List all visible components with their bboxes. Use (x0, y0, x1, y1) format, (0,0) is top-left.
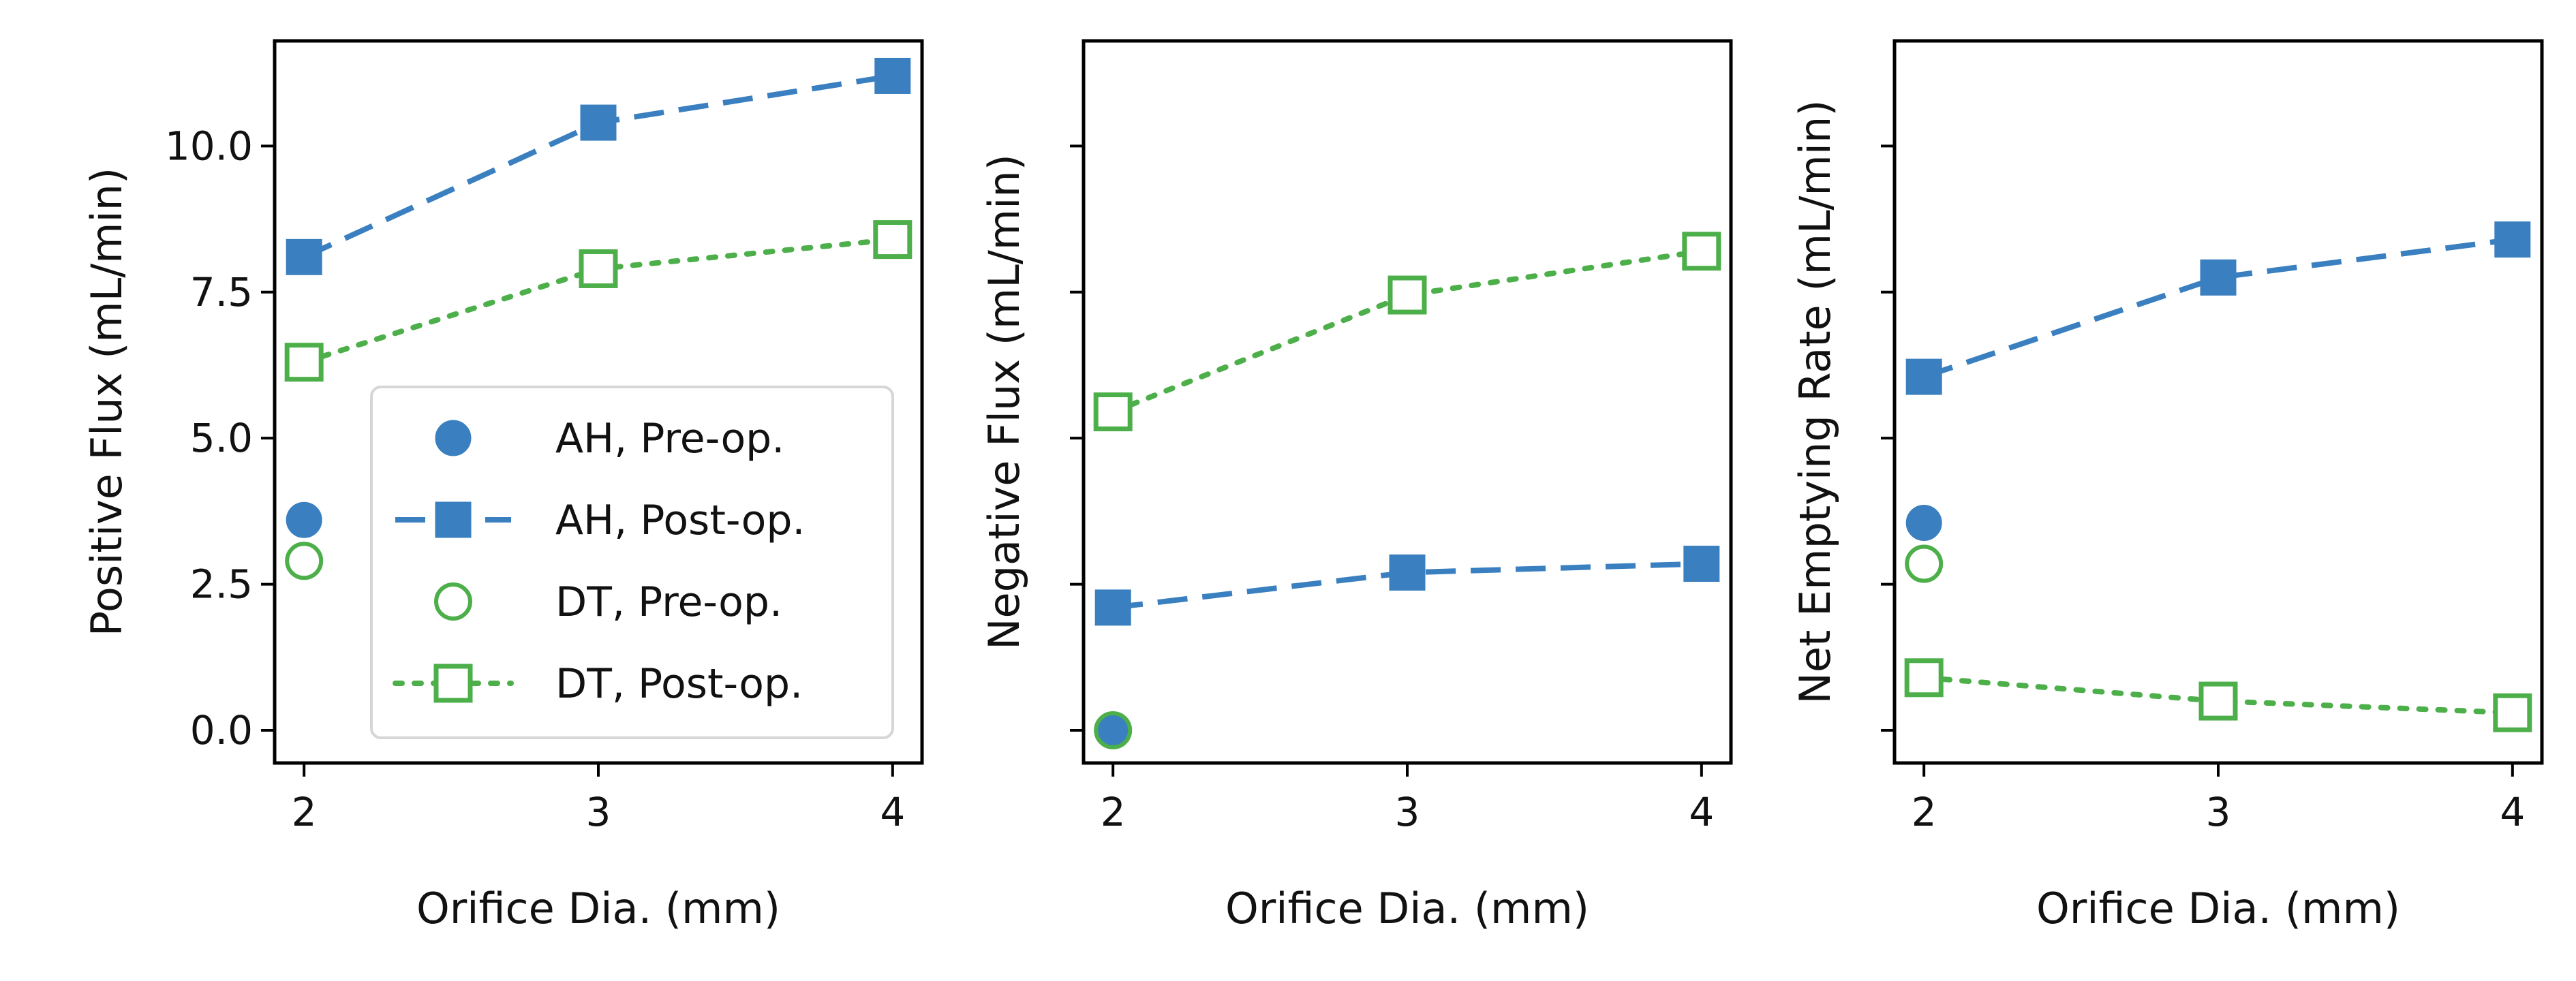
data-point (2493, 693, 2532, 732)
legend-label: DT, Pre-op. (555, 578, 782, 626)
plot-frame (273, 39, 924, 765)
x-axis-label: Orifice Dia. (mm) (1225, 884, 1589, 933)
chart-panel-2: 2 3 4 Orifice Dia. (mm) Negative Flux (mL/mi… (979, 39, 1733, 933)
series-line (303, 73, 893, 260)
legend-label: AH, Post-op. (555, 497, 805, 544)
data-point (2494, 221, 2531, 258)
data-point (1093, 392, 1133, 432)
data-point (2198, 681, 2238, 721)
data-point (874, 57, 911, 94)
x-tick-label: 2 (1101, 789, 1126, 835)
chart-panel-1: 2 3 4 0.0 2.5 5.0 7.5 10.0 Orifice Dia. (mm) Posi… (82, 39, 924, 933)
plot-frame (1082, 39, 1733, 765)
x-tick-label: 3 (2206, 789, 2231, 835)
data-point (1905, 358, 1942, 395)
legend-entry: DT, Post-op. (393, 660, 803, 708)
legend-label: DT, Post-op. (555, 660, 803, 708)
series-ah-pre-op- (1905, 505, 1942, 542)
data-point (1905, 505, 1942, 542)
data-point (286, 501, 322, 538)
series-dt-post-op- (1904, 658, 2532, 732)
data-point (1094, 589, 1131, 626)
data-point (873, 220, 913, 260)
legend: AH, Pre-op. AH, Post-op. DT, Pre-op. DT, Po… (370, 386, 894, 739)
legend-marker (433, 664, 473, 703)
data-point (580, 104, 617, 141)
x-tick-label: 4 (880, 789, 905, 835)
series-dt-pre-op- (1905, 544, 1944, 583)
legend-marker (435, 501, 472, 538)
y-tick-label: 2.5 (190, 561, 253, 608)
series-dt-pre-op- (285, 542, 324, 580)
y-axis-label: Negative Flux (mL/min) (979, 154, 1029, 650)
legend-entry: AH, Pre-op. (435, 415, 784, 463)
series-dt-post-op- (284, 220, 913, 382)
series-ah-post-op- (286, 57, 911, 275)
legend-entry: AH, Post-op. (395, 497, 805, 544)
y-tick-label: 7.5 (190, 269, 253, 315)
x-tick-label: 3 (1395, 789, 1420, 835)
series-dt-post-op- (1093, 232, 1721, 432)
x-axis-label: Orifice Dia. (mm) (2036, 884, 2400, 933)
y-tick-label: 10.0 (165, 123, 253, 169)
data-point (579, 249, 618, 288)
data-point (1683, 546, 1720, 582)
data-point (2200, 259, 2237, 296)
data-point (1094, 711, 1133, 749)
x-tick-label: 4 (2500, 789, 2525, 835)
y-tick-label: 5.0 (190, 415, 253, 461)
data-point (1682, 232, 1721, 271)
series-line (1922, 236, 2513, 379)
data-point (1387, 275, 1427, 315)
legend-marker (434, 582, 472, 621)
data-point (1904, 658, 1944, 698)
x-tick-label: 3 (586, 789, 611, 835)
legend-entry: DT, Pre-op. (434, 578, 782, 626)
x-tick-label: 4 (1689, 789, 1714, 835)
legend-marker (435, 420, 472, 456)
y-tick-label: 0.0 (190, 707, 253, 753)
series-ah-pre-op- (286, 501, 322, 538)
y-axis-label: Net Emptying Rate (mL/min) (1790, 99, 1840, 704)
data-point (284, 343, 324, 382)
legend-label: AH, Pre-op. (555, 415, 784, 463)
x-tick-label: 2 (292, 789, 317, 835)
series-line (1110, 248, 1704, 415)
x-tick-label: 2 (1912, 789, 1937, 835)
data-point (285, 542, 324, 580)
data-point (1389, 554, 1426, 591)
series-dt-pre-op- (1094, 711, 1133, 749)
plot-frame (1892, 39, 2544, 765)
data-point (1905, 544, 1944, 583)
legend-box (370, 386, 894, 739)
series-ah-post-op- (1094, 546, 1720, 626)
series-ah-post-op- (1905, 221, 2531, 395)
y-axis-label: Positive Flux (mL/min) (82, 168, 132, 636)
x-axis-label: Orifice Dia. (mm) (416, 884, 780, 933)
chart-panel-3: 2 3 4 Orifice Dia. (mm) Net Emptying Rate (m… (1790, 39, 2544, 933)
data-point (286, 238, 322, 275)
